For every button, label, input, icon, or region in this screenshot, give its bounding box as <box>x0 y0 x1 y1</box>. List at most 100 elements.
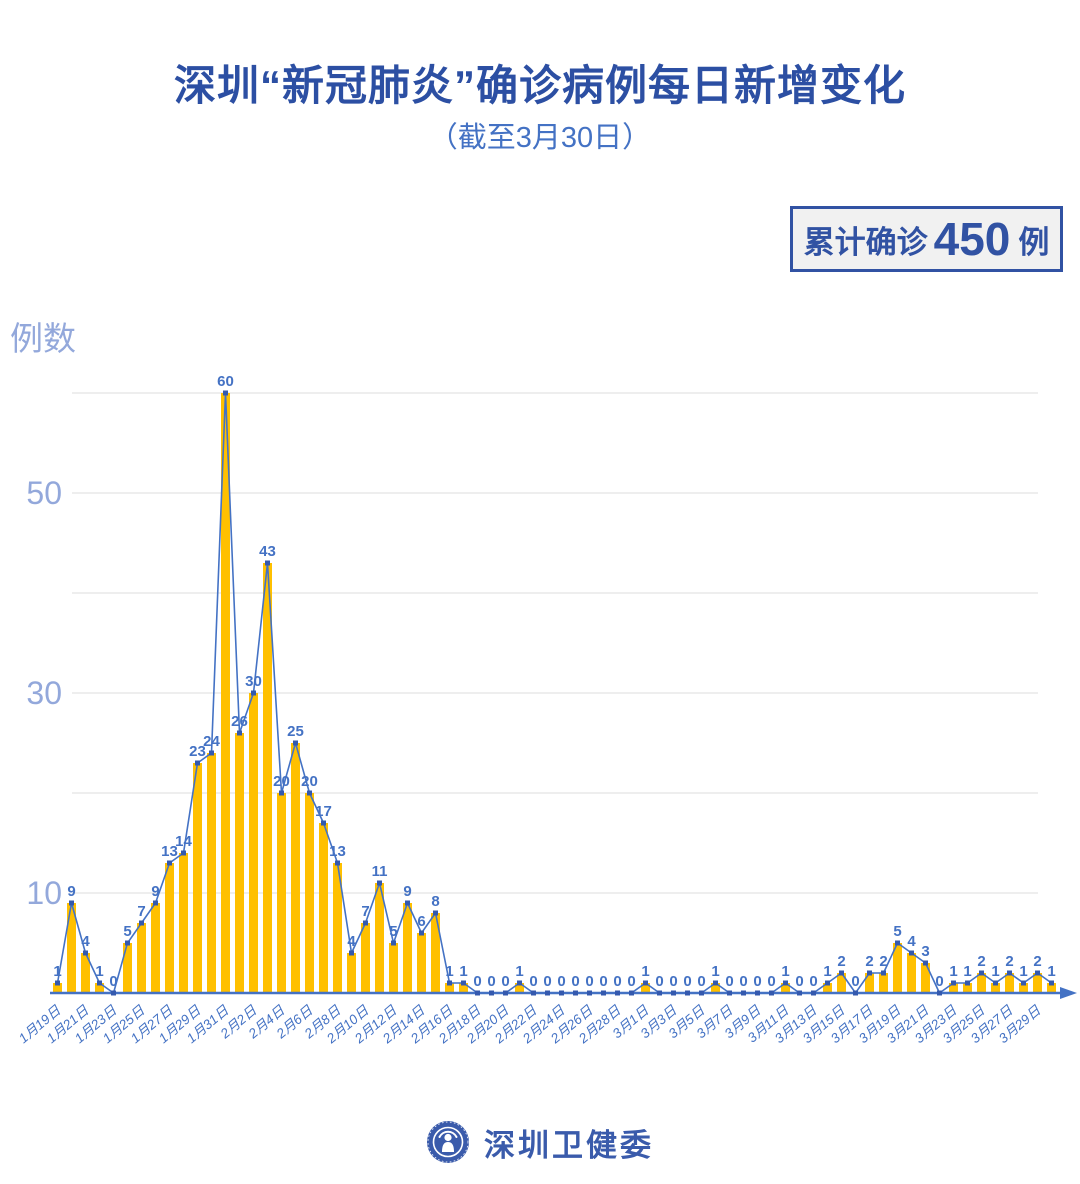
data-point <box>489 990 494 996</box>
value-label: 2 <box>837 953 845 970</box>
value-label: 1 <box>459 963 467 980</box>
data-point <box>153 900 158 906</box>
data-point <box>755 990 760 996</box>
daily-bar <box>221 393 230 993</box>
daily-bar <box>333 863 342 993</box>
value-label: 20 <box>273 773 290 790</box>
data-point <box>97 980 102 986</box>
value-label: 0 <box>599 973 607 990</box>
value-label: 1 <box>823 963 831 980</box>
value-label: 0 <box>655 973 663 990</box>
value-label: 0 <box>543 973 551 990</box>
chart-area: 50 30 10 1 9 4 1 0 5 7 9 13 14 23 24 60 26 30 43 20 25 20 17 13… <box>0 360 1080 1084</box>
badge-unit: 例 <box>1018 224 1050 260</box>
data-point <box>293 740 298 746</box>
value-label: 9 <box>67 883 75 900</box>
value-label: 4 <box>347 933 356 950</box>
data-point <box>797 990 802 996</box>
value-label: 0 <box>585 973 593 990</box>
value-label: 13 <box>329 843 346 860</box>
data-point <box>783 980 788 986</box>
value-label: 0 <box>487 973 495 990</box>
value-label: 13 <box>161 843 178 860</box>
daily-bar <box>879 973 888 993</box>
data-point <box>167 860 172 866</box>
daily-bar <box>361 923 370 993</box>
badge-value: 450 <box>933 213 1011 265</box>
data-point <box>895 940 900 946</box>
daily-bar <box>403 903 412 993</box>
data-point <box>587 990 592 996</box>
value-label: 4 <box>907 933 916 950</box>
data-point <box>951 980 956 986</box>
value-label: 0 <box>851 973 859 990</box>
value-label: 1 <box>641 963 649 980</box>
data-point <box>139 920 144 926</box>
daily-bar <box>235 733 244 993</box>
value-label: 1 <box>991 963 999 980</box>
value-label: 0 <box>501 973 509 990</box>
value-label: 26 <box>231 713 248 730</box>
value-label: 11 <box>372 863 388 880</box>
data-point <box>965 980 970 986</box>
data-point <box>853 990 858 996</box>
value-label: 0 <box>613 973 621 990</box>
value-label: 1 <box>1047 963 1055 980</box>
data-point <box>195 760 200 766</box>
data-point <box>573 990 578 996</box>
value-label: 6 <box>417 913 425 930</box>
data-point <box>503 990 508 996</box>
data-point <box>1049 980 1054 986</box>
value-label: 0 <box>683 973 691 990</box>
data-point <box>475 990 480 996</box>
value-label: 20 <box>301 773 318 790</box>
data-point <box>377 880 382 886</box>
value-label: 25 <box>287 723 304 740</box>
data-point <box>1035 970 1040 976</box>
value-label: 23 <box>189 743 206 760</box>
daily-bar <box>711 983 720 993</box>
data-point <box>307 790 312 796</box>
data-point <box>643 980 648 986</box>
data-point <box>1021 980 1026 986</box>
daily-bar <box>137 923 146 993</box>
daily-bar <box>459 983 468 993</box>
daily-bar <box>193 763 202 993</box>
value-label: 9 <box>151 883 159 900</box>
daily-bar <box>123 943 132 993</box>
data-point <box>657 990 662 996</box>
value-label: 0 <box>697 973 705 990</box>
value-label: 3 <box>921 943 929 960</box>
daily-cases-chart: 5030101941057913142324602630432025201713… <box>16 373 1077 1047</box>
daily-bar <box>53 983 62 993</box>
case-line <box>56 392 1052 994</box>
value-label: 0 <box>669 973 677 990</box>
gridlines-group <box>72 392 1038 894</box>
value-label: 0 <box>809 973 817 990</box>
value-label: 14 <box>175 833 192 850</box>
daily-bar <box>277 793 286 993</box>
daily-bar <box>305 793 314 993</box>
data-point <box>461 980 466 986</box>
org-logo-icon <box>427 1121 469 1163</box>
value-label: 0 <box>935 973 943 990</box>
data-point <box>321 820 326 826</box>
daily-bar <box>1005 973 1014 993</box>
cumulative-badge: 累计确诊 450 例 <box>790 206 1063 272</box>
daily-bar <box>949 983 958 993</box>
daily-bar <box>1033 973 1042 993</box>
value-label: 4 <box>81 933 90 950</box>
daily-bar <box>249 693 258 993</box>
value-label: 0 <box>753 973 761 990</box>
data-point <box>727 990 732 996</box>
value-label: 2 <box>977 953 985 970</box>
data-point <box>559 990 564 996</box>
daily-bar <box>781 983 790 993</box>
data-point <box>237 730 242 736</box>
page-title: 深圳“新冠肺炎”确诊病例每日新增变化 <box>173 62 906 109</box>
daily-bar <box>165 863 174 993</box>
data-point <box>531 990 536 996</box>
data-point <box>825 980 830 986</box>
data-point <box>979 970 984 976</box>
data-point <box>335 860 340 866</box>
